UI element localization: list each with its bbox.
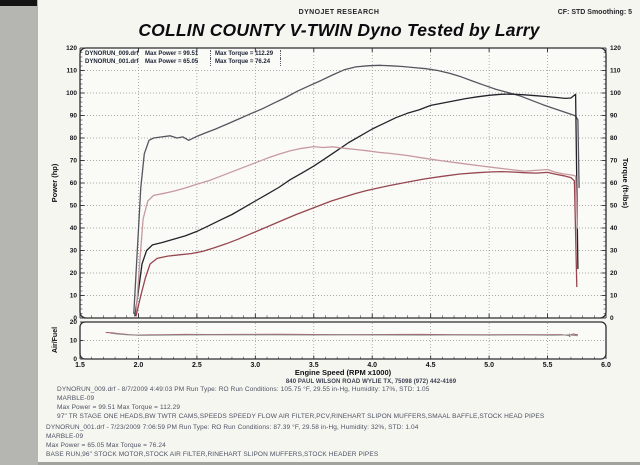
power-tick-label: 30 bbox=[70, 248, 78, 255]
x-tick-label: 2.5 bbox=[192, 362, 202, 369]
torque-tick-label: 20 bbox=[610, 270, 618, 277]
power-tick-label: 50 bbox=[70, 203, 78, 210]
curve-run009_torque bbox=[133, 64, 580, 315]
power-tick-label: 90 bbox=[70, 113, 78, 120]
power-tick-label: 20 bbox=[70, 270, 78, 277]
power-tick-label: 120 bbox=[66, 45, 77, 52]
x-tick-label: 4.0 bbox=[367, 362, 377, 369]
x-tick-label: 3.0 bbox=[250, 362, 260, 369]
correction-smoothing-text: CF: STD Smoothing: 5 bbox=[557, 9, 632, 16]
torque-tick-label: 70 bbox=[610, 158, 618, 165]
scan-edge-strip bbox=[0, 0, 38, 465]
x-tick-label: 6.0 bbox=[601, 362, 611, 369]
x-tick-label: 1.5 bbox=[75, 362, 85, 369]
torque-tick-label: 40 bbox=[610, 225, 618, 232]
power-tick-label: 110 bbox=[67, 68, 78, 75]
x-tick-label: 3.5 bbox=[309, 362, 319, 369]
legend-row-run001: DYNORUN_001.drf Max Power = 65.05 Max To… bbox=[85, 58, 285, 66]
x-tick-label: 5.5 bbox=[543, 362, 553, 369]
torque-tick-label: 50 bbox=[610, 203, 618, 210]
page-title: COLLIN COUNTY V-TWIN Dyno Tested by Larr… bbox=[138, 20, 540, 40]
legend-run-max-power: Max Power = 99.51 bbox=[145, 50, 211, 58]
curve-run001_power bbox=[135, 170, 578, 317]
curve-run001_af bbox=[110, 332, 578, 337]
torque-tick-label: 80 bbox=[610, 135, 618, 142]
torque-axis-title: Torque (ft-lbs) bbox=[621, 158, 630, 209]
torque-tick-label: 30 bbox=[610, 248, 618, 255]
legend-run-max-torque: Max Torque = 112.29 bbox=[215, 50, 281, 58]
legend-row-run009: DYNORUN_009.drf Max Power = 99.51 Max To… bbox=[85, 50, 285, 58]
x-tick-label: 4.5 bbox=[426, 362, 436, 369]
legend-run-file: DYNORUN_001.drf bbox=[85, 59, 139, 65]
torque-tick-label: 0 bbox=[610, 315, 614, 322]
legend-run-max-torque: Max Torque = 76.24 bbox=[215, 58, 281, 66]
power-axis-title: Power (hp) bbox=[50, 163, 59, 202]
torque-tick-label: 60 bbox=[610, 180, 618, 187]
torque-tick-label: 100 bbox=[610, 90, 621, 97]
af-tick-label: 10 bbox=[70, 338, 78, 345]
scan-bottom-edge bbox=[38, 462, 640, 465]
af-tick-label: 0 bbox=[73, 356, 77, 363]
power-tick-label: 10 bbox=[70, 293, 78, 300]
airfuel-axis-title: Air/Fuel bbox=[52, 327, 59, 353]
power-tick-label: 100 bbox=[66, 90, 77, 97]
curve-run001_torque bbox=[135, 145, 579, 315]
curve-run009_power bbox=[134, 93, 579, 317]
engine-speed-axis-title: Engine Speed (RPM x1000) bbox=[295, 368, 392, 377]
x-tick-label: 5.0 bbox=[484, 362, 494, 369]
scan-artifact-bar bbox=[0, 0, 37, 6]
x-tick-label: 2.0 bbox=[134, 362, 144, 369]
power-tick-label: 0 bbox=[73, 315, 77, 322]
chart-legend: DYNORUN_009.drf Max Power = 99.51 Max To… bbox=[85, 50, 285, 66]
torque-tick-label: 120 bbox=[610, 45, 621, 52]
power-tick-label: 70 bbox=[70, 158, 78, 165]
af-tick-label: 20 bbox=[70, 319, 78, 326]
power-tick-label: 80 bbox=[70, 135, 78, 142]
torque-tick-label: 110 bbox=[610, 68, 621, 75]
power-tick-label: 40 bbox=[70, 225, 78, 232]
torque-tick-label: 10 bbox=[610, 293, 618, 300]
dynojet-brand-text: DYNOJET RESEARCH bbox=[298, 9, 380, 16]
power-tick-label: 60 bbox=[70, 180, 78, 187]
af-cursor-marker: ↓ bbox=[568, 332, 572, 339]
legend-run-file: DYNORUN_009.drf bbox=[85, 51, 139, 57]
legend-run-max-power: Max Power = 65.05 bbox=[145, 58, 211, 66]
torque-tick-label: 90 bbox=[610, 113, 618, 120]
